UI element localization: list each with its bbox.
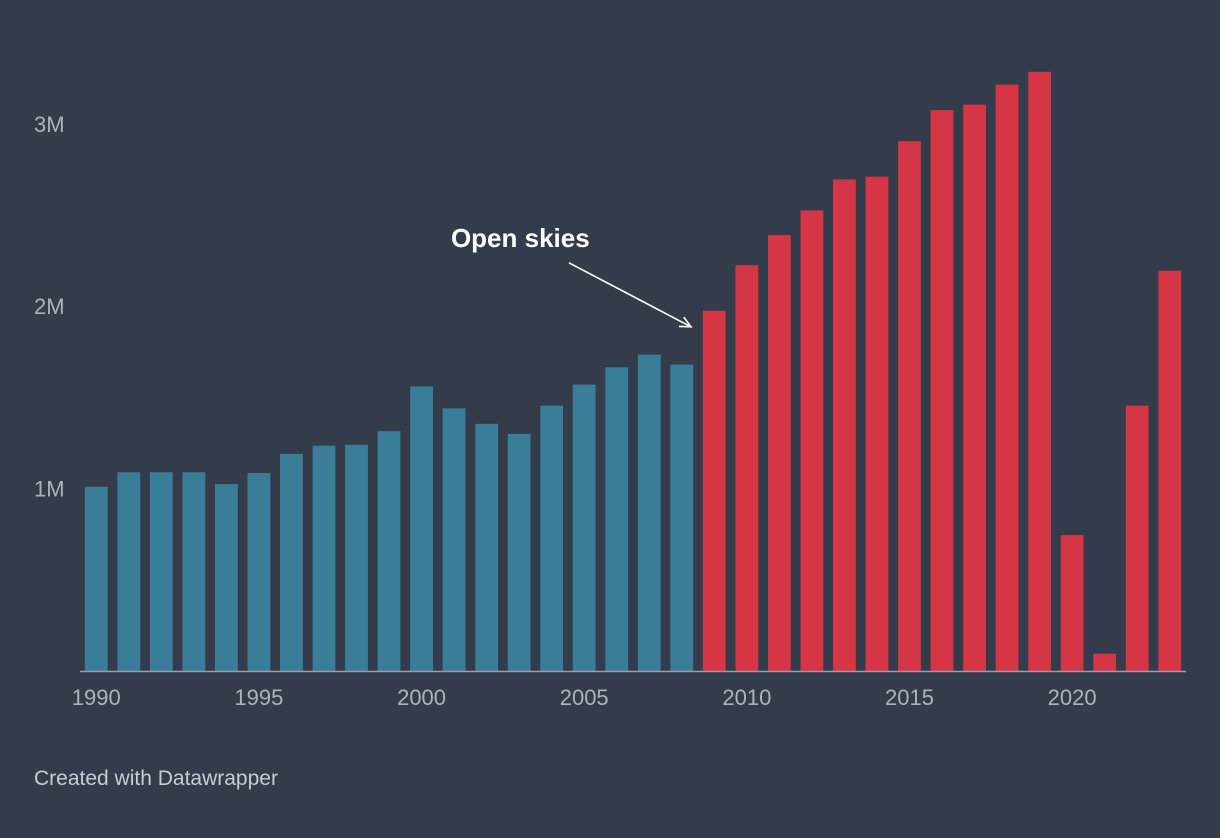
annotation-group: Open skies [451,223,693,328]
bar-2005 [572,384,596,671]
y-axis-ticks: 1M 2M 3M [34,112,65,502]
bar-2018 [995,84,1019,672]
bar-1992 [149,472,173,671]
bar-1995 [247,473,271,671]
x-tick-label: 2000 [397,685,446,710]
bar-2011 [768,235,791,671]
y-tick-label: 3M [34,112,65,137]
y-tick-label: 1M [34,477,65,502]
x-tick-label: 2020 [1048,685,1097,710]
annotation-label: Open skies [451,223,590,253]
bar-2013 [833,179,856,671]
bar-1991 [117,472,141,671]
x-tick-label: 2015 [885,685,934,710]
bar-2019 [1028,71,1051,672]
annotation-arrow [568,262,692,328]
y-tick-label: 2M [34,294,65,319]
bar-2001 [442,408,466,671]
bar-2000 [410,386,433,671]
bar-1993 [182,472,206,671]
bar-2014 [865,176,889,672]
bar-1997 [312,445,336,671]
bar-2006 [605,367,629,671]
bar-2017 [963,104,986,671]
bar-2012 [800,210,824,671]
x-tick-label: 1990 [72,685,121,710]
footer-credit: Created with Datawrapper [34,767,278,790]
bar-2004 [540,405,564,671]
bar-1998 [345,444,368,671]
bar-1990 [84,486,108,671]
x-tick-label: 2005 [560,685,609,710]
bar-2023 [1158,270,1182,671]
bars-group [84,71,1182,672]
x-tick-label: 1995 [234,685,283,710]
x-axis-ticks: 1990 1995 2000 2005 2010 2015 2020 [72,685,1097,710]
x-tick-label: 2010 [722,685,771,710]
bar-2022 [1125,405,1149,671]
bar-2003 [507,433,531,671]
annotation-arrowhead [678,316,693,328]
bar-1994 [215,484,238,671]
bar-2020 [1060,535,1084,671]
bar-2016 [930,110,954,671]
bar-1996 [280,453,303,671]
bar-2015 [898,141,921,671]
bar-2002 [475,423,498,671]
bar-2008 [670,364,694,671]
bar-2021 [1093,653,1117,671]
bar-2007 [637,354,661,671]
bar-2010 [735,265,759,671]
bar-2009 [702,310,726,671]
bar-1999 [377,431,401,671]
